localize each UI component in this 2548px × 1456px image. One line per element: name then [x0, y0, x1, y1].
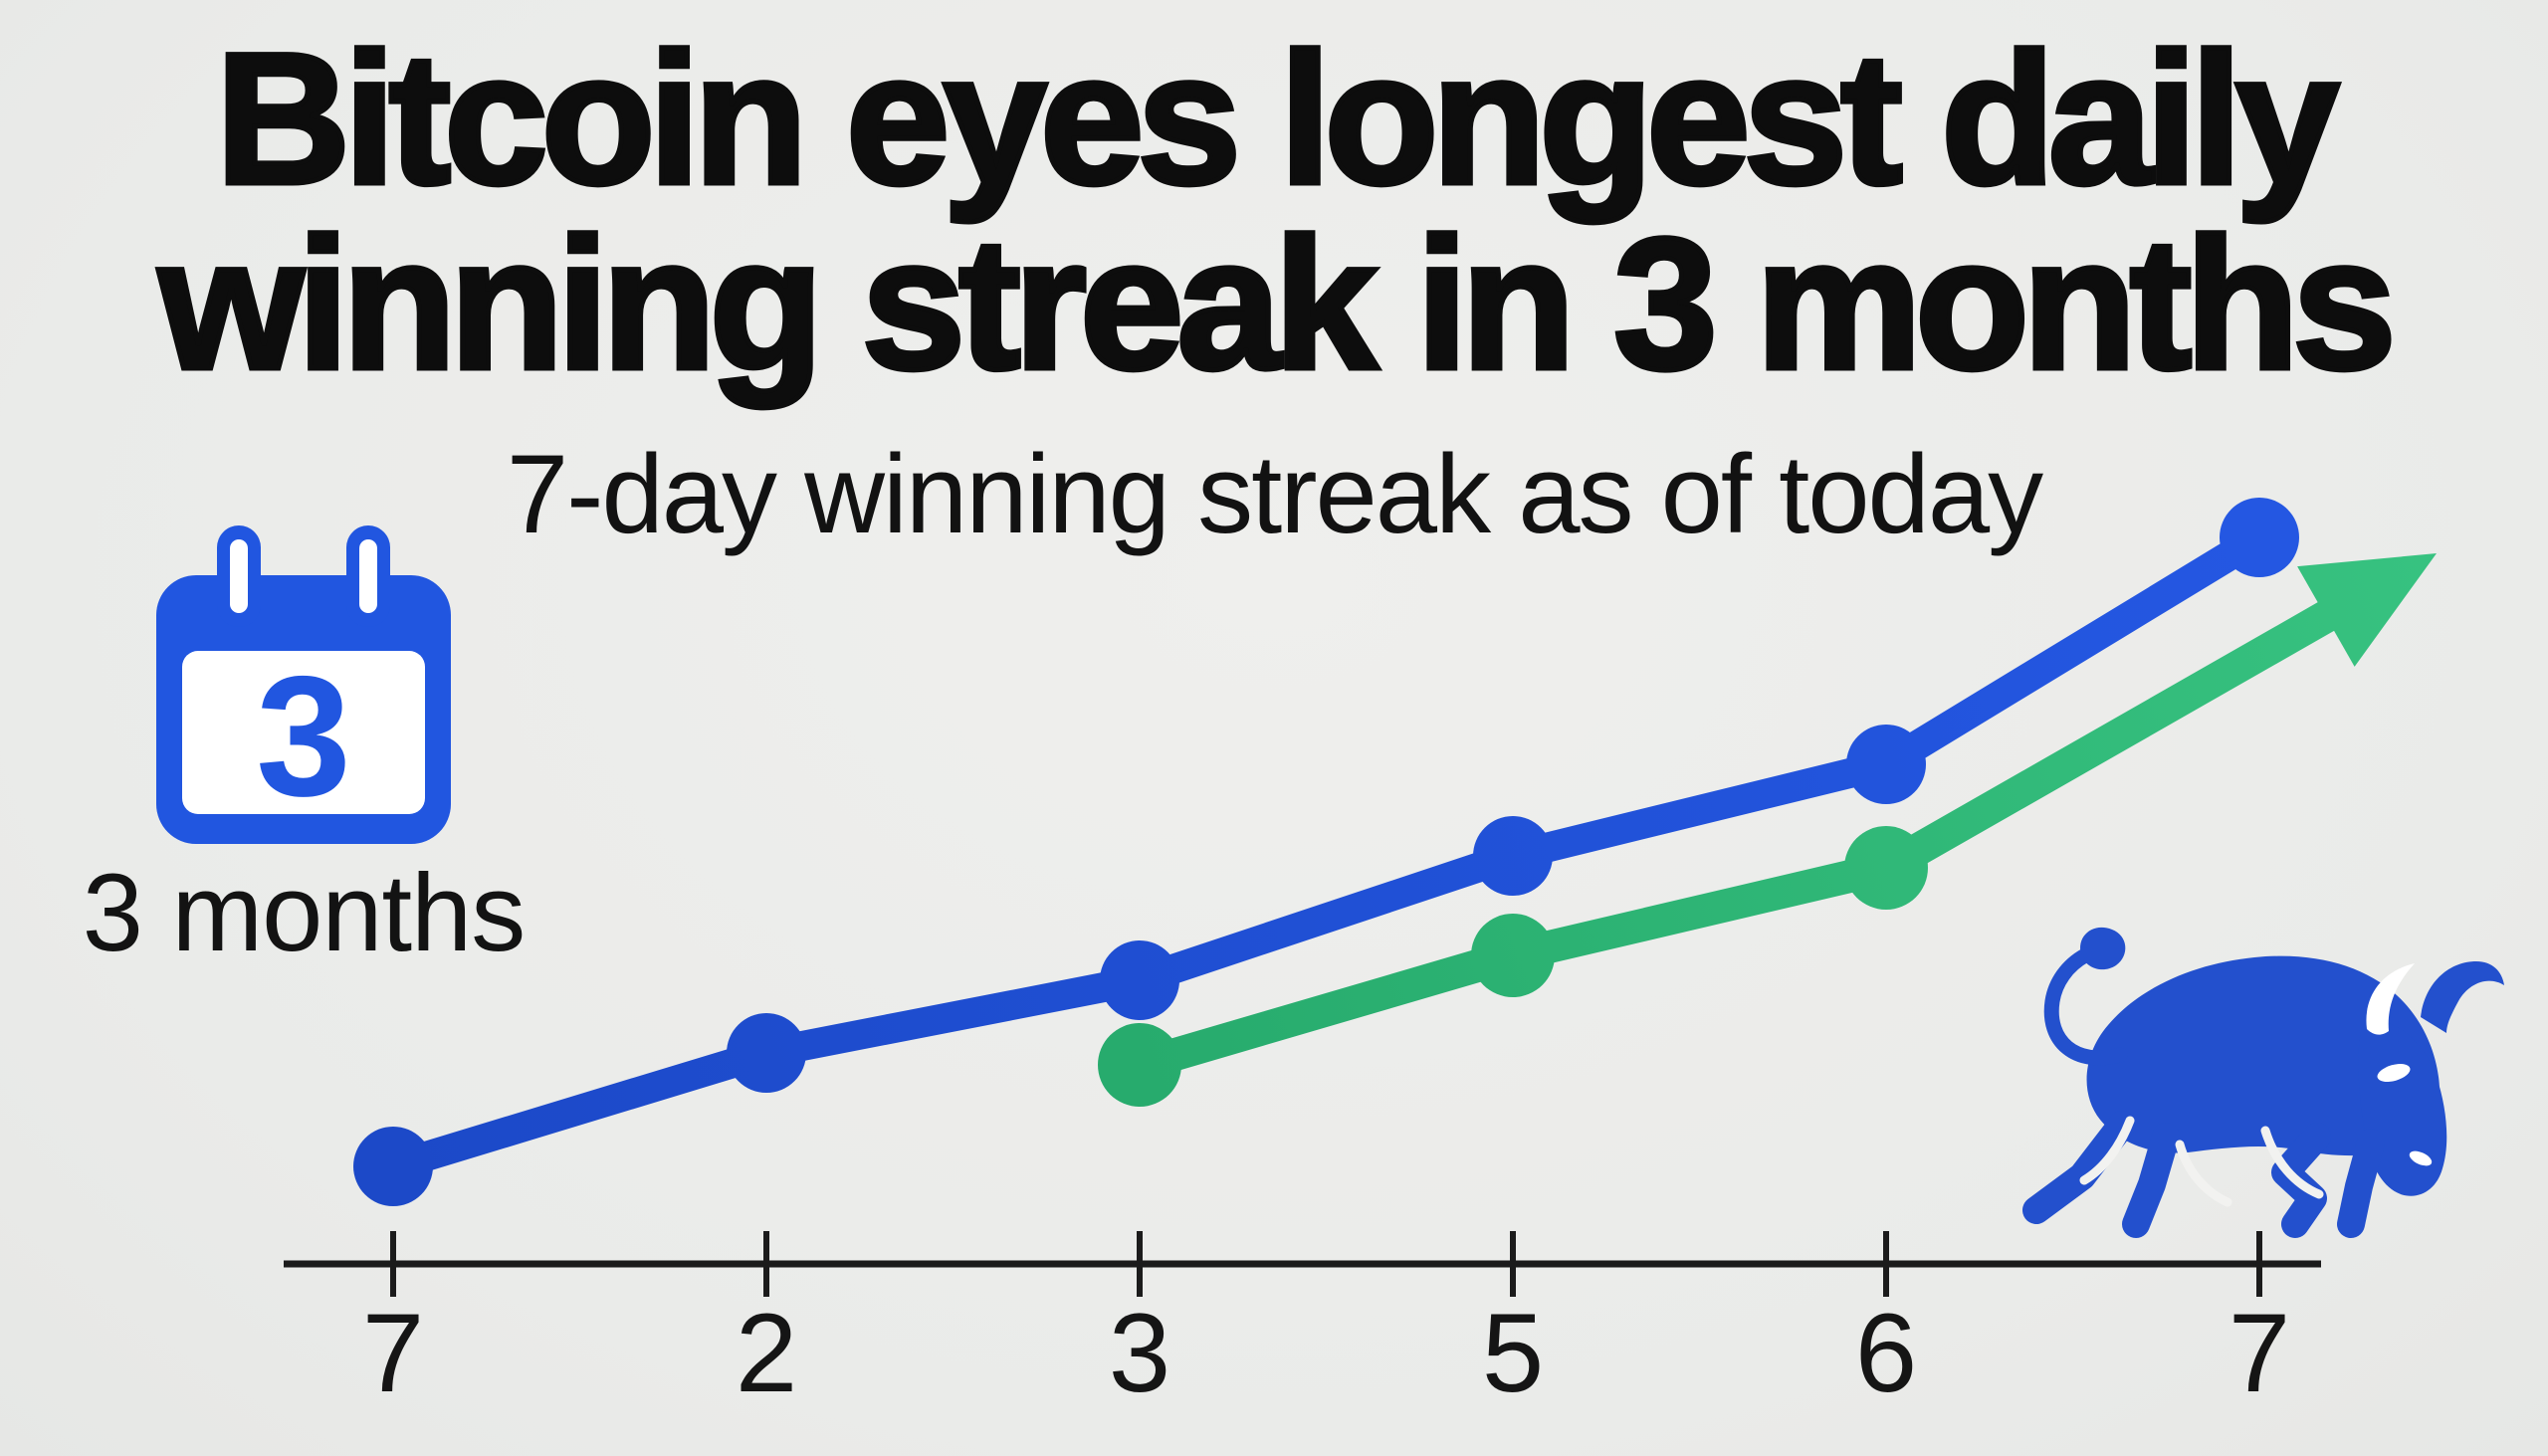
x-tick-label: 3 — [1109, 1291, 1170, 1415]
streak-green-point — [1471, 914, 1555, 997]
streak-blue-point — [727, 1013, 806, 1093]
streak-blue-point — [2220, 498, 2299, 577]
streak-green-arrowhead — [2297, 553, 2437, 667]
headline-line2: winning streak in 3 months — [156, 199, 2399, 408]
x-tick-label: 6 — [1855, 1291, 1917, 1415]
headline: Bitcoin eyes longest daily winning streak… — [0, 23, 2548, 400]
streak-blue-point — [1100, 940, 1179, 1020]
streak-blue-line — [378, 522, 2274, 1181]
x-tick-label: 5 — [1482, 1291, 1544, 1415]
calendar-panel — [182, 651, 425, 814]
calendar-icon: 3 — [156, 525, 451, 844]
streak-green-point — [1844, 826, 1928, 910]
bull-icon — [2022, 927, 2504, 1238]
streak-green-line — [1123, 600, 2343, 1082]
badge-label: 3 months — [82, 852, 526, 974]
subtitle: 7-day winning streak as of today — [506, 432, 2043, 556]
streak-green-point — [1098, 1023, 1181, 1107]
streak-blue-point — [353, 1127, 433, 1206]
streak-blue-point — [1846, 725, 1926, 804]
x-tick-label: 7 — [2229, 1291, 2290, 1415]
x-tick-label: 2 — [736, 1291, 797, 1415]
three-months-badge: 3 3 months — [70, 520, 537, 976]
streak-blue-point — [1473, 816, 1553, 896]
headline-line1: Bitcoin eyes longest daily — [213, 14, 2342, 223]
calendar-number: 3 — [256, 641, 351, 832]
x-tick-label: 7 — [362, 1291, 424, 1415]
